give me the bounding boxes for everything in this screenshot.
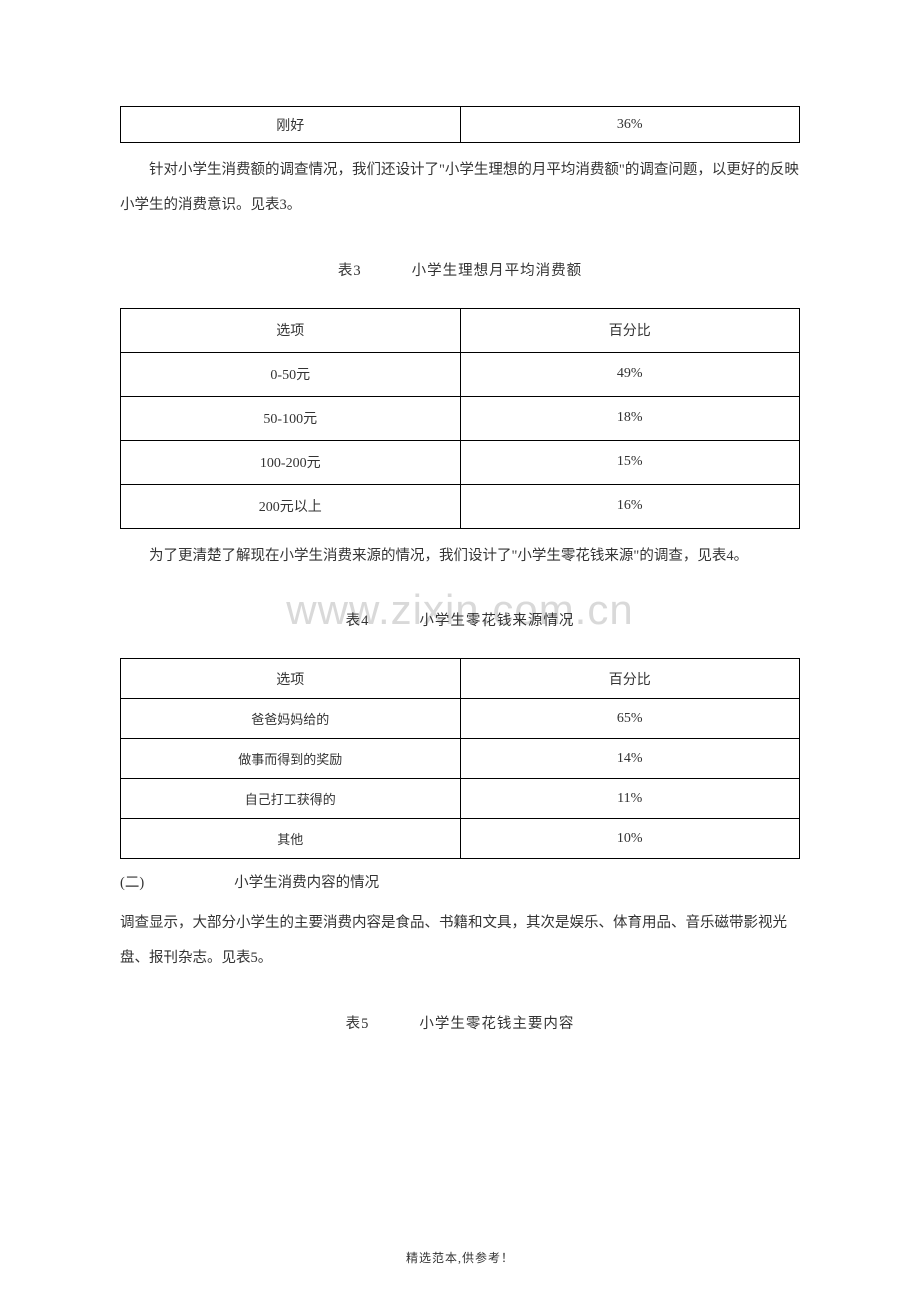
page-footer: 精选范本,供参考！ xyxy=(0,1249,920,1266)
table-row: 自己打工获得的 11% xyxy=(121,779,800,819)
cell-option: 50-100元 xyxy=(121,396,461,440)
table-row: 其他 10% xyxy=(121,819,800,859)
paragraph: 为了更清楚了解现在小学生消费来源的情况，我们设计了"小学生零花钱来源"的调查，见… xyxy=(120,539,800,574)
cell-option: 200元以上 xyxy=(121,484,461,528)
cell-percent: 14% xyxy=(460,739,800,779)
caption-label: 表5 xyxy=(346,1016,370,1032)
paragraph: 针对小学生消费额的调查情况，我们还设计了"小学生理想的月平均消费额"的调查问题，… xyxy=(120,153,800,223)
cell-option: 自己打工获得的 xyxy=(121,779,461,819)
cell-percent: 10% xyxy=(460,819,800,859)
cell-percent: 16% xyxy=(460,484,800,528)
table-row: 100-200元 15% xyxy=(121,440,800,484)
cell-percent: 18% xyxy=(460,396,800,440)
cell-option: 100-200元 xyxy=(121,440,461,484)
cell-option: 0-50元 xyxy=(121,352,461,396)
table-row: 做事而得到的奖励 14% xyxy=(121,739,800,779)
header-option: 选项 xyxy=(121,659,461,699)
table-4: 选项 百分比 爸爸妈妈给的 65% 做事而得到的奖励 14% 自己打工获得的 1… xyxy=(120,658,800,859)
table-3-caption: 表3 小学生理想月平均消费额 xyxy=(120,259,800,280)
cell-percent: 15% xyxy=(460,440,800,484)
table-row: 爸爸妈妈给的 65% xyxy=(121,699,800,739)
table-3: 选项 百分比 0-50元 49% 50-100元 18% 100-200元 15… xyxy=(120,308,800,529)
table-row: 0-50元 49% xyxy=(121,352,800,396)
table-row: 200元以上 16% xyxy=(121,484,800,528)
document-page: 刚好 36% 针对小学生消费额的调查情况，我们还设计了"小学生理想的月平均消费额… xyxy=(0,0,920,1073)
table-1-fragment: 刚好 36% xyxy=(120,106,800,143)
cell-percent: 36% xyxy=(460,107,800,143)
caption-label: 表3 xyxy=(338,263,362,279)
table-header-row: 选项 百分比 xyxy=(121,308,800,352)
table-row: 刚好 36% xyxy=(121,107,800,143)
cell-percent: 65% xyxy=(460,699,800,739)
cell-option: 刚好 xyxy=(121,107,461,143)
caption-title: 小学生零花钱来源情况 xyxy=(419,613,574,629)
section-heading: (二) 小学生消费内容的情况 xyxy=(120,871,800,892)
table-4-caption: 表4 小学生零花钱来源情况 xyxy=(120,609,800,630)
section-title: 小学生消费内容的情况 xyxy=(234,875,379,891)
cell-percent: 11% xyxy=(460,779,800,819)
header-percent: 百分比 xyxy=(460,308,800,352)
paragraph: 调查显示，大部分小学生的主要消费内容是食品、书籍和文具，其次是娱乐、体育用品、音… xyxy=(120,906,800,976)
table-header-row: 选项 百分比 xyxy=(121,659,800,699)
section-number: (二) xyxy=(120,875,144,891)
cell-option: 做事而得到的奖励 xyxy=(121,739,461,779)
cell-percent: 49% xyxy=(460,352,800,396)
cell-option: 其他 xyxy=(121,819,461,859)
table-5-caption: 表5 小学生零花钱主要内容 xyxy=(120,1012,800,1033)
cell-option: 爸爸妈妈给的 xyxy=(121,699,461,739)
caption-title: 小学生理想月平均消费额 xyxy=(412,263,583,279)
header-option: 选项 xyxy=(121,308,461,352)
caption-title: 小学生零花钱主要内容 xyxy=(419,1016,574,1032)
table-row: 50-100元 18% xyxy=(121,396,800,440)
caption-label: 表4 xyxy=(346,613,370,629)
header-percent: 百分比 xyxy=(460,659,800,699)
